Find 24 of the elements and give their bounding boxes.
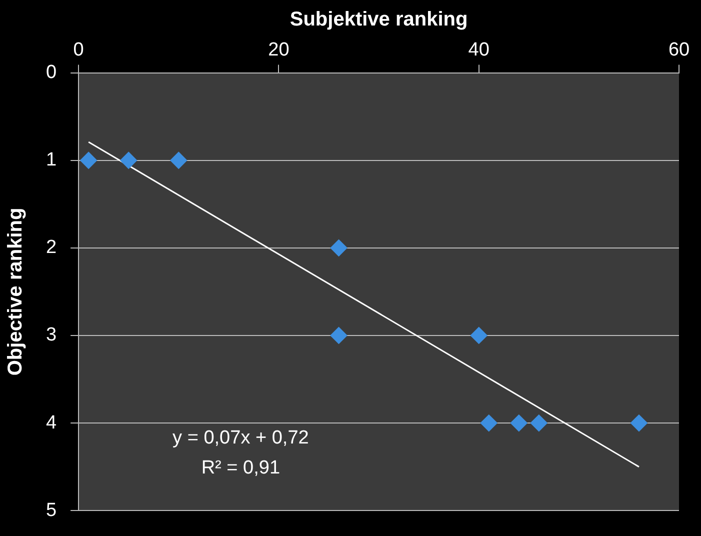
y-tick-label: 5	[46, 500, 57, 521]
x-tick-label: 20	[268, 40, 290, 61]
x-tick-label: 40	[468, 40, 490, 61]
annotation: R² = 0,91	[201, 458, 280, 479]
y-tick-label: 4	[46, 412, 57, 434]
x-axis-title: Subjektive ranking	[290, 8, 468, 31]
y-axis-title: Objective ranking	[4, 208, 27, 376]
point	[330, 326, 348, 344]
point	[530, 414, 548, 432]
point	[170, 152, 188, 169]
point	[80, 152, 98, 169]
x-tick-label: 60	[668, 40, 690, 61]
point	[510, 414, 528, 432]
annotation: y = 0,07x + 0,72	[172, 428, 309, 449]
y-tick-label: 0	[46, 62, 57, 84]
y-tick-label: 2	[46, 237, 57, 258]
point	[630, 414, 648, 432]
point	[330, 239, 348, 256]
y-tick-label: 1	[46, 150, 57, 171]
x-tick-label: 0	[73, 40, 84, 61]
point	[120, 152, 138, 169]
y-tick-label: 3	[46, 324, 57, 346]
point	[470, 326, 488, 344]
point	[480, 414, 498, 432]
